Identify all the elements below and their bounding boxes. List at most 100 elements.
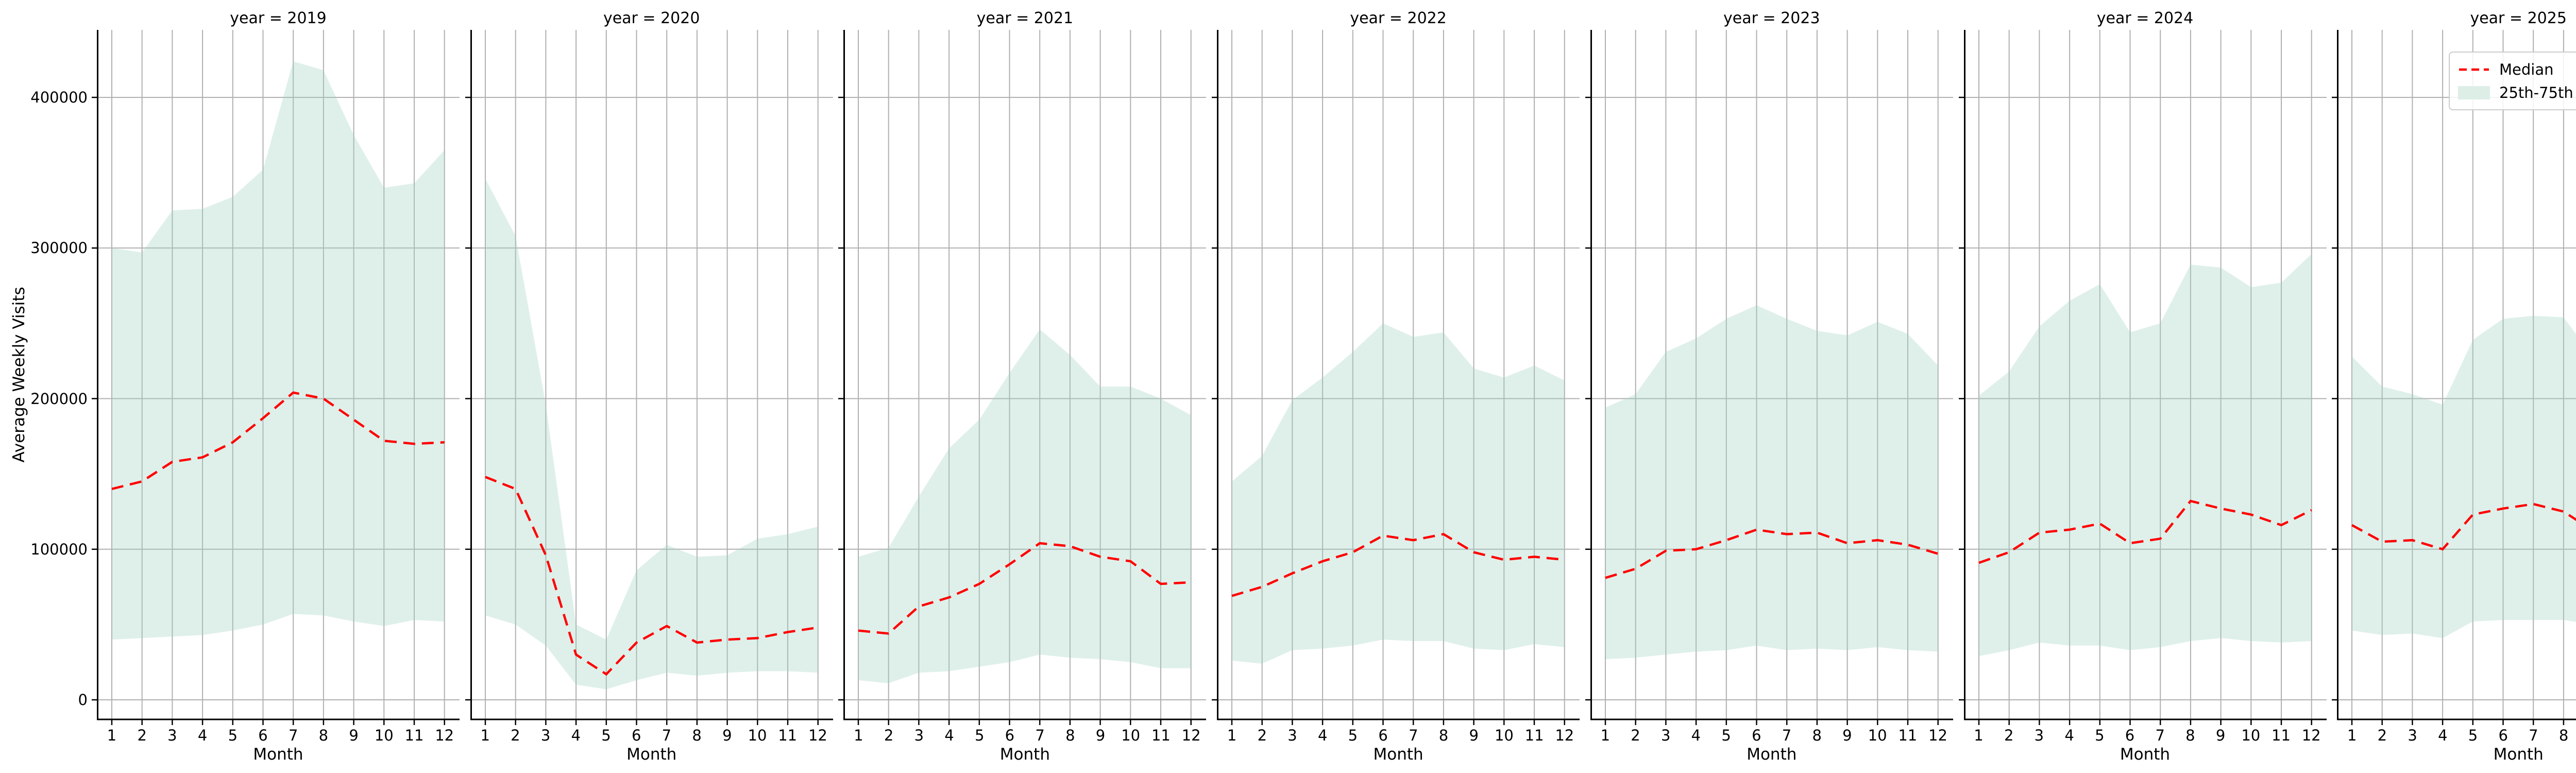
x-axis-label-2021: Month (999, 745, 1050, 764)
x-tick-label-2019-10: 10 (374, 727, 394, 744)
facet-title-2024: year = 2024 (2096, 9, 2194, 27)
x-tick-label-2021-10: 10 (1121, 727, 1141, 744)
x-tick-label-2023-1: 1 (1600, 727, 1611, 744)
x-tick-label-2019-9: 9 (349, 727, 359, 744)
x-tick-label-2022-12: 12 (1555, 727, 1574, 744)
x-tick-label-2024-2: 2 (2004, 727, 2014, 744)
x-tick-label-2021-9: 9 (1095, 727, 1106, 744)
x-tick-label-2024-11: 11 (2272, 727, 2291, 744)
x-tick-label-2021-5: 5 (974, 727, 985, 744)
x-axis-label-2022: Month (1373, 745, 1423, 764)
x-tick-label-2019-2: 2 (137, 727, 147, 744)
y-tick-label-200000: 200000 (30, 390, 88, 408)
facet-title-2021: year = 2021 (976, 9, 1074, 27)
legend-median-swatch (2459, 68, 2489, 71)
x-tick-label-2022-1: 1 (1227, 727, 1237, 744)
x-tick-label-2021-8: 8 (1065, 727, 1075, 744)
facet-plot-2023 (1585, 30, 1953, 725)
x-tick-label-2023-8: 8 (1812, 727, 1822, 744)
facet-plot-2025 (2332, 30, 2576, 725)
y-tick-label-100000: 100000 (30, 540, 88, 558)
percentile-band (1232, 323, 1565, 664)
facet-title-2023: year = 2023 (1723, 9, 1820, 27)
x-tick-label-2021-1: 1 (854, 727, 863, 744)
x-tick-label-2024-8: 8 (2185, 727, 2195, 744)
x-tick-label-2021-6: 6 (1005, 727, 1015, 744)
percentile-band (1978, 254, 2312, 657)
x-tick-label-2022-4: 4 (1317, 727, 1328, 744)
median-line (2351, 502, 2576, 551)
x-tick-label-2023-12: 12 (1928, 727, 1947, 744)
x-tick-label-2020-10: 10 (748, 727, 767, 744)
x-tick-label-2025-8: 8 (2558, 727, 2569, 744)
x-tick-label-2020-3: 3 (540, 727, 551, 744)
x-tick-label-2019-7: 7 (288, 727, 298, 744)
legend-item-percentile: 25th-75th Percentile (2458, 84, 2576, 102)
x-tick-label-2023-6: 6 (1752, 727, 1761, 744)
x-tick-label-2024-4: 4 (2064, 727, 2074, 744)
percentile-band (485, 178, 818, 690)
x-tick-label-2022-6: 6 (1378, 727, 1388, 744)
x-tick-label-2020-5: 5 (601, 727, 611, 744)
x-tick-label-2025-4: 4 (2438, 727, 2448, 744)
x-tick-label-2022-8: 8 (1438, 727, 1449, 744)
x-tick-label-2023-5: 5 (1721, 727, 1731, 744)
x-tick-label-2021-7: 7 (1035, 727, 1045, 744)
x-tick-label-2021-2: 2 (884, 727, 894, 744)
x-tick-label-2024-5: 5 (2095, 727, 2105, 744)
x-tick-label-2022-5: 5 (1348, 727, 1358, 744)
x-tick-label-2025-6: 6 (2498, 727, 2508, 744)
facet-plot-2021 (838, 30, 1207, 725)
y-tick-label-300000: 300000 (30, 239, 88, 257)
x-tick-label-2023-4: 4 (1691, 727, 1701, 744)
x-tick-label-2024-12: 12 (2301, 727, 2321, 744)
x-tick-label-2022-10: 10 (1494, 727, 1514, 744)
facet-plot-2020 (465, 30, 833, 725)
x-tick-label-2019-1: 1 (107, 727, 117, 744)
facet-plot-2024 (1958, 30, 2327, 725)
x-tick-label-2025-7: 7 (2529, 727, 2538, 744)
x-tick-label-2020-2: 2 (511, 727, 520, 744)
x-tick-label-2019-4: 4 (197, 727, 208, 744)
percentile-band (2352, 315, 2576, 638)
legend-item-median: Median (2458, 61, 2576, 78)
x-tick-label-2020-8: 8 (692, 727, 702, 744)
y-tick-label-400000: 400000 (30, 89, 88, 106)
y-axis-label: Average Weekly Visits (10, 287, 28, 463)
median-line (1605, 528, 1939, 579)
x-tick-label-2020-1: 1 (480, 727, 490, 744)
x-tick-label-2025-3: 3 (2408, 727, 2417, 744)
x-tick-label-2022-2: 2 (1257, 727, 1267, 744)
x-tick-label-2019-3: 3 (167, 727, 177, 744)
x-axis-label-2019: Month (253, 745, 303, 764)
x-tick-label-2021-11: 11 (1151, 727, 1171, 744)
x-tick-label-2025-1: 1 (2347, 727, 2357, 744)
x-tick-label-2024-9: 9 (2215, 727, 2226, 744)
x-tick-label-2020-6: 6 (631, 727, 641, 744)
x-tick-label-2023-10: 10 (1868, 727, 1887, 744)
y-tick-label-0: 0 (78, 691, 88, 709)
x-tick-label-2022-7: 7 (1409, 727, 1418, 744)
x-tick-label-2020-9: 9 (722, 727, 732, 744)
x-axis-label-2023: Month (1747, 745, 1797, 764)
percentile-band (112, 61, 445, 640)
x-tick-label-2025-2: 2 (2377, 727, 2387, 744)
x-tick-label-2022-3: 3 (1287, 727, 1297, 744)
x-tick-label-2019-11: 11 (404, 727, 424, 744)
x-tick-label-2023-2: 2 (1631, 727, 1640, 744)
x-tick-label-2019-5: 5 (228, 727, 238, 744)
facet-title-2022: year = 2022 (1350, 9, 1447, 27)
legend-label-median: Median (2499, 60, 2554, 78)
facet-title-2020: year = 2020 (603, 9, 700, 27)
legend-label-percentile: 25th-75th Percentile (2499, 83, 2576, 102)
median-line (111, 391, 445, 490)
x-tick-label-2020-7: 7 (662, 727, 672, 744)
x-axis-label-2025: Month (2493, 745, 2544, 764)
x-tick-label-2020-12: 12 (808, 727, 827, 744)
median-line (858, 542, 1192, 635)
facet-title-2025: year = 2025 (2470, 9, 2567, 27)
x-tick-label-2022-9: 9 (1469, 727, 1479, 744)
x-tick-label-2019-8: 8 (318, 727, 329, 744)
percentile-band (858, 329, 1192, 683)
